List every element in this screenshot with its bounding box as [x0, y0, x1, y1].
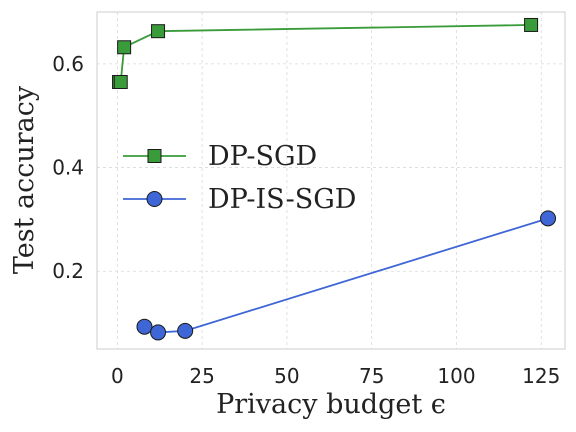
series-0 [112, 17, 539, 89]
legend-marker [147, 149, 162, 163]
data-point [540, 210, 557, 227]
grid [97, 12, 565, 349]
x-tick-label: 75 [359, 364, 384, 388]
series-1 [136, 210, 557, 341]
x-axis-ticks: 0 25 50 75 100 125 [111, 364, 560, 388]
x-tick-label: 25 [189, 364, 214, 388]
legend-marker [146, 191, 163, 207]
y-axis-ticks: 0.2 0.4 0.6 [52, 52, 84, 283]
legend-entry-1: DP-IS-SGD [123, 184, 356, 215]
y-tick-label: 0.2 [52, 259, 84, 283]
data-point [150, 324, 167, 341]
data-point [151, 24, 166, 39]
data-point [117, 40, 132, 55]
x-tick-label: 100 [437, 364, 475, 388]
x-axis-title: Privacy budget ϵ [216, 389, 446, 420]
x-tick-label: 125 [522, 364, 560, 388]
data-point [113, 74, 128, 89]
series-line [144, 217, 549, 334]
y-axis-title: Test accuracy [9, 85, 40, 274]
data-point [524, 17, 539, 32]
x-tick-label: 0 [111, 364, 124, 388]
y-tick-label: 0.4 [52, 156, 84, 180]
data-point [177, 322, 194, 339]
legend: DP-SGD DP-IS-SGD [123, 141, 356, 215]
series-layer [112, 17, 557, 341]
legend-entry-0: DP-SGD [123, 141, 317, 172]
series-line [119, 24, 532, 83]
plot-frame [96, 11, 566, 350]
y-tick-label: 0.6 [52, 52, 84, 76]
legend-label: DP-SGD [208, 141, 317, 172]
data-point [136, 318, 153, 335]
x-tick-label: 50 [274, 364, 299, 388]
legend-label: DP-IS-SGD [208, 184, 356, 215]
